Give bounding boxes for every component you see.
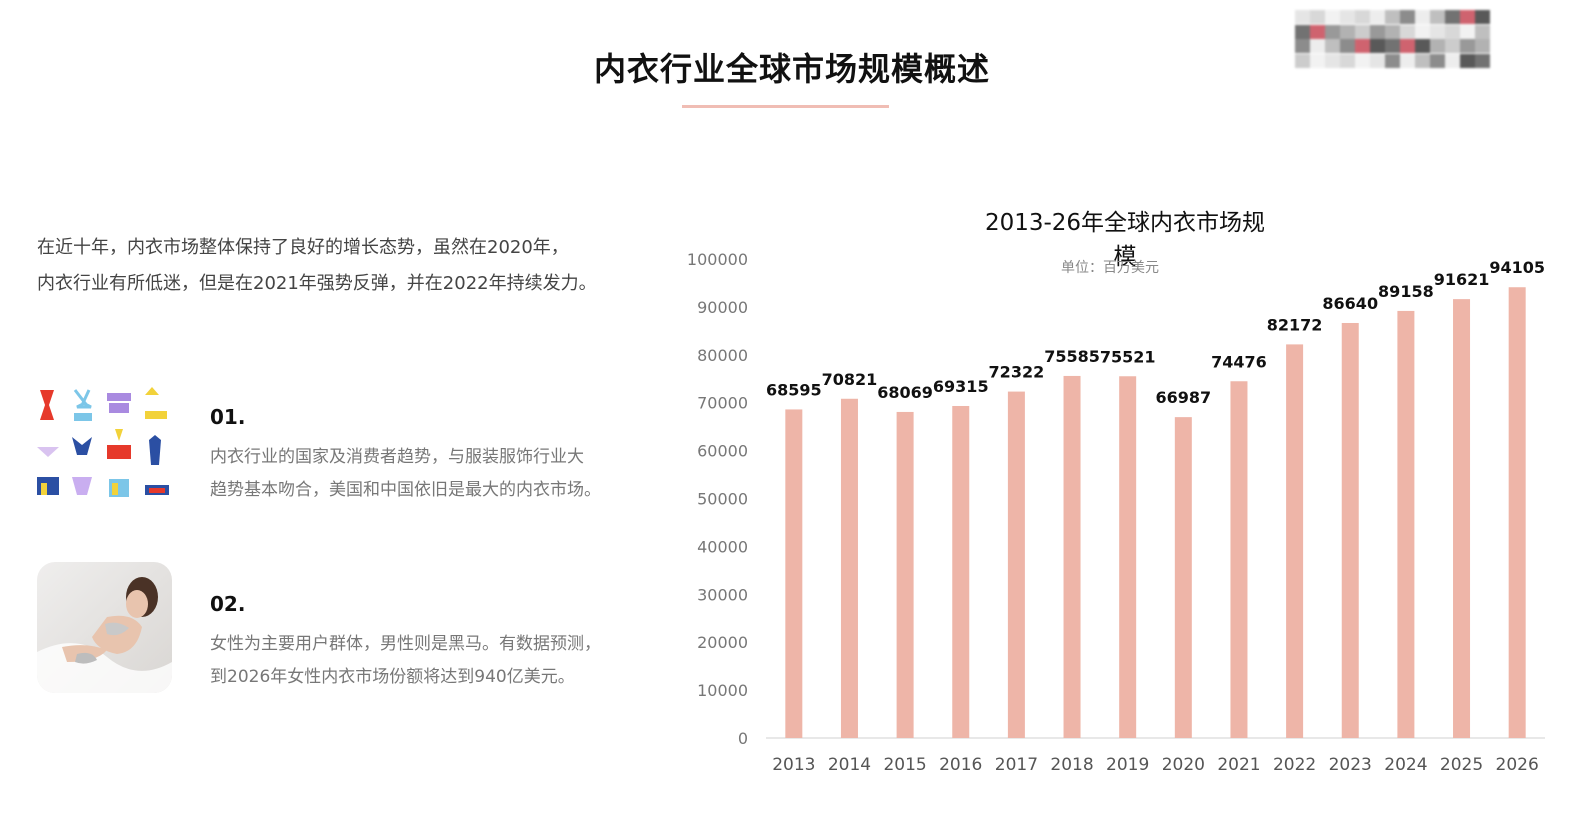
x-tick-label: 2019 <box>1106 755 1149 775</box>
y-tick-label: 50000 <box>697 490 748 509</box>
y-tick-label: 30000 <box>697 585 748 604</box>
point-description: 内衣行业的国家及消费者趋势，与服装服饰行业大 趋势基本吻合，美国和中国依旧是最大… <box>210 441 630 507</box>
x-tick-label: 2020 <box>1162 755 1205 775</box>
data-label: 70821 <box>822 370 878 389</box>
y-tick-label: 90000 <box>697 298 748 317</box>
data-label: 68069 <box>877 383 933 402</box>
point-line: 趋势基本吻合，美国和中国依旧是最大的内衣市场。 <box>210 480 601 500</box>
brand-logo-blurred <box>1295 10 1500 68</box>
bar <box>1397 310 1415 738</box>
data-label: 86640 <box>1322 294 1378 313</box>
x-tick-label: 2022 <box>1273 755 1316 775</box>
data-label: 75585 <box>1044 347 1100 366</box>
y-tick-label: 100000 <box>687 250 748 269</box>
data-label: 94105 <box>1489 258 1545 277</box>
intro-paragraph: 在近十年，内衣市场整体保持了良好的增长态势，虽然在2020年， 内衣行业有所低迷… <box>37 230 657 302</box>
y-tick-label: 60000 <box>697 442 748 461</box>
x-tick-label: 2014 <box>828 755 871 775</box>
bar <box>1453 299 1471 738</box>
x-tick-label: 2016 <box>939 755 982 775</box>
x-tick-label: 2025 <box>1440 755 1483 775</box>
point-line: 到2026年女性内衣市场份额将达到940亿美元。 <box>210 667 575 687</box>
bar <box>785 409 803 738</box>
woman-photo <box>37 562 172 693</box>
intro-line-1: 在近十年，内衣市场整体保持了良好的增长态势，虽然在2020年， <box>37 237 569 258</box>
data-label: 68595 <box>766 380 822 399</box>
data-label: 82172 <box>1267 315 1323 334</box>
y-tick-label: 0 <box>738 729 748 748</box>
x-tick-label: 2013 <box>772 755 815 775</box>
bar <box>896 411 914 738</box>
y-tick-label: 20000 <box>697 633 748 652</box>
point-line: 内衣行业的国家及消费者趋势，与服装服饰行业大 <box>210 447 584 467</box>
bar <box>840 398 858 738</box>
y-tick-label: 10000 <box>697 681 748 700</box>
y-tick-label: 70000 <box>697 394 748 413</box>
data-label: 69315 <box>933 377 989 396</box>
bar <box>1119 376 1137 738</box>
chart-unit-label: 单位：百万美元 <box>1061 260 1159 276</box>
data-label: 72322 <box>989 363 1045 382</box>
x-tick-label: 2021 <box>1217 755 1260 775</box>
data-label: 74476 <box>1211 352 1267 371</box>
page-title: 内衣行业全球市场规模概述 <box>593 50 990 88</box>
intro-line-2: 内衣行业有所低迷，但是在2021年强势反弹，并在2022年持续发力。 <box>37 273 597 294</box>
x-tick-label: 2018 <box>1050 755 1093 775</box>
chart-title: 2013-26年全球内衣市场规模 <box>984 210 1266 270</box>
bar <box>1508 287 1526 738</box>
bar <box>1063 375 1081 738</box>
bar <box>1230 381 1248 738</box>
x-tick-label: 2024 <box>1384 755 1427 775</box>
x-tick-label: 2015 <box>883 755 926 775</box>
y-tick-label: 40000 <box>697 537 748 556</box>
point-line: 女性为主要用户群体，男性则是黑马。有数据预测， <box>210 634 601 654</box>
x-tick-label: 2023 <box>1329 755 1372 775</box>
data-label: 66987 <box>1155 388 1211 407</box>
x-tick-label: 2026 <box>1496 755 1539 775</box>
bar <box>952 405 970 738</box>
point-number: 02. <box>210 592 246 616</box>
data-label: 91621 <box>1434 270 1490 289</box>
point-description: 女性为主要用户群体，男性则是黑马。有数据预测， 到2026年女性内衣市场份额将达… <box>210 628 630 694</box>
data-label: 75521 <box>1100 347 1156 366</box>
y-tick-label: 80000 <box>697 346 748 365</box>
lingerie-grid-icon <box>37 385 172 516</box>
point-number: 01. <box>210 405 246 429</box>
x-tick-label: 2017 <box>995 755 1038 775</box>
bar <box>1007 391 1025 738</box>
bar <box>1174 417 1192 738</box>
bar <box>1286 344 1304 738</box>
data-label: 89158 <box>1378 282 1434 301</box>
title-underline <box>682 105 889 108</box>
bar <box>1341 322 1359 738</box>
